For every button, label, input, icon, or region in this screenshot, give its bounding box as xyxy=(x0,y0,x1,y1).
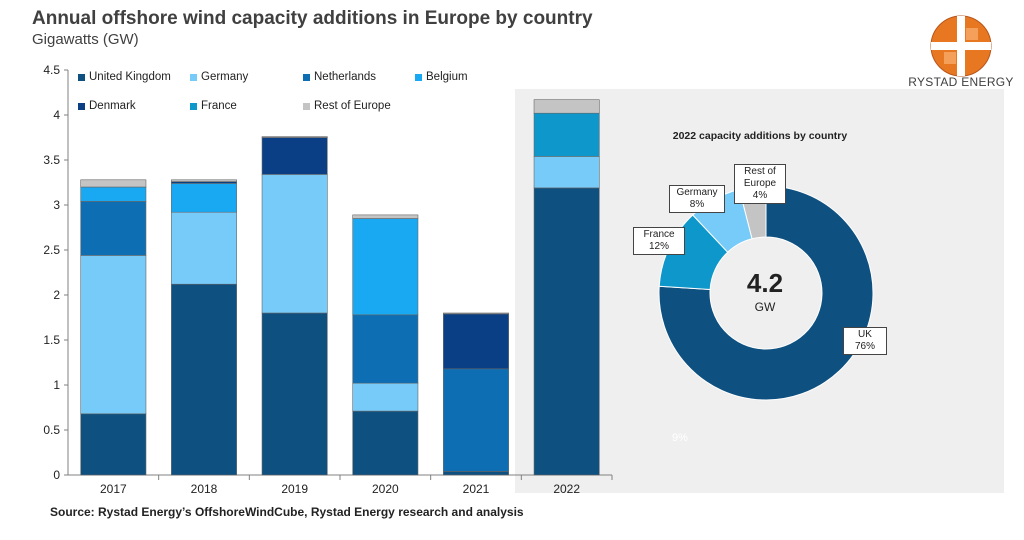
bar-segment xyxy=(443,471,509,476)
bar-segment xyxy=(261,136,328,138)
legend-label: Netherlands xyxy=(314,71,377,83)
pie-slice xyxy=(658,185,874,401)
legend-swatch xyxy=(190,73,197,81)
pie-callout: UK 76% xyxy=(843,327,887,355)
x-tick-label: 2019 xyxy=(281,482,308,496)
pie-callout: Rest of Europe 4% xyxy=(734,164,786,204)
legend-item: Netherlands xyxy=(303,71,376,83)
bar-segment xyxy=(352,218,419,316)
y-tick-label: 0.5 xyxy=(43,423,60,437)
bar-segment xyxy=(261,137,328,175)
legend-item: Rest of Europe xyxy=(303,100,391,112)
pie-callout-label: France xyxy=(643,229,675,240)
bar-segment xyxy=(533,187,600,476)
ghost-label: 9% xyxy=(672,432,688,444)
source-note: Source: Rystad Energy’s OffshoreWindCube… xyxy=(50,505,524,519)
legend-swatch xyxy=(303,102,310,110)
pie-callout-pct: 4% xyxy=(752,190,768,201)
bar-segment xyxy=(80,201,147,256)
pie-callout-label: Rest of Europe xyxy=(743,166,777,189)
bar-segment xyxy=(171,183,237,213)
legend-swatch xyxy=(190,102,197,110)
bar-segment xyxy=(261,312,328,476)
legend-item: United Kingdom xyxy=(78,71,171,83)
bar-segment xyxy=(261,174,328,314)
bar-segment xyxy=(80,413,147,476)
chart-title: Annual offshore wind capacity additions … xyxy=(32,8,593,29)
pie-callout-label: Germany xyxy=(676,187,718,198)
bar-segment xyxy=(443,313,509,370)
y-tick-label: 4.5 xyxy=(43,63,60,77)
y-tick-label: 2.5 xyxy=(43,243,60,257)
bar-segment xyxy=(171,179,237,182)
bar-segment xyxy=(352,314,419,384)
y-tick-label: 0 xyxy=(53,468,60,482)
bar-segment xyxy=(352,382,419,412)
legend-label: Rest of Europe xyxy=(314,100,391,112)
legend-item: Denmark xyxy=(78,100,136,112)
rystad-logo-icon xyxy=(930,15,992,77)
pie-callout: France 12% xyxy=(633,227,685,255)
legend-label: Germany xyxy=(201,71,249,83)
bar-segment xyxy=(352,214,419,219)
pie-callout-pct: 8% xyxy=(689,199,705,210)
bar-segment xyxy=(352,410,419,476)
legend-swatch xyxy=(303,73,310,81)
pie-title: 2022 capacity additions by country xyxy=(672,130,848,142)
y-tick-label: 4 xyxy=(53,108,60,122)
pie-callout: Germany 8% xyxy=(669,185,725,213)
donut-center-unit: GW xyxy=(754,300,776,314)
legend-swatch xyxy=(78,102,85,110)
x-tick-label: 2021 xyxy=(463,482,490,496)
bar-segment xyxy=(171,283,237,476)
y-tick-label: 3 xyxy=(53,198,60,212)
bar-segment xyxy=(171,211,237,285)
bar-segment xyxy=(533,156,600,189)
pie-callout-pct: 12% xyxy=(648,241,669,252)
bar-segment xyxy=(533,99,600,114)
legend-swatch xyxy=(415,73,422,81)
pie-callout-label: UK xyxy=(858,329,872,340)
legend-label: Belgium xyxy=(426,71,468,83)
x-tick-label: 2018 xyxy=(191,482,218,496)
bar-segment xyxy=(533,112,600,157)
y-tick-label: 2 xyxy=(53,288,60,302)
logo-text: RYSTAD ENERGY xyxy=(908,75,1014,89)
legend-label: Denmark xyxy=(89,100,136,112)
y-tick-label: 1 xyxy=(53,378,60,392)
chart-subtitle: Gigawatts (GW) xyxy=(32,31,139,48)
legend-item: Belgium xyxy=(415,71,468,83)
bar-segment xyxy=(80,179,147,188)
x-tick-label: 2020 xyxy=(372,482,399,496)
bar-segment xyxy=(443,312,509,315)
donut-center-value: 4.2 xyxy=(746,268,784,298)
y-tick-label: 3.5 xyxy=(43,153,60,167)
legend-swatch xyxy=(78,73,85,81)
y-tick-label: 1.5 xyxy=(43,333,60,347)
pie-callout-pct: 76% xyxy=(854,341,875,352)
bar-segment xyxy=(80,255,147,415)
legend-label: United Kingdom xyxy=(89,71,171,83)
legend-item: France xyxy=(190,100,237,112)
legend-label: France xyxy=(201,100,237,112)
legend-item: Germany xyxy=(190,71,248,83)
x-tick-label: 2017 xyxy=(100,482,127,496)
x-tick-label: 2022 xyxy=(553,482,580,496)
bar-segment xyxy=(443,368,509,472)
bar-segment xyxy=(80,186,147,202)
